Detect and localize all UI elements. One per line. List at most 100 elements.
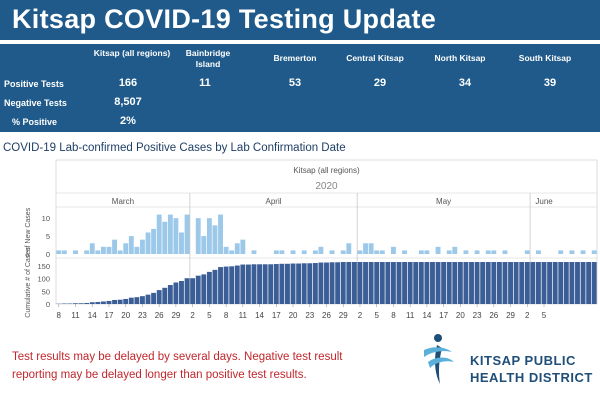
x-tick-label: 23 bbox=[138, 311, 147, 320]
bar-cumulative bbox=[251, 264, 257, 304]
x-tick-label: 26 bbox=[155, 311, 164, 320]
bar-new-cases bbox=[329, 250, 335, 254]
bar-cumulative bbox=[396, 262, 402, 304]
col-header-north: North Kitsap bbox=[434, 53, 486, 63]
bar-cumulative bbox=[279, 263, 285, 304]
bar-cumulative bbox=[212, 269, 218, 304]
bar-cumulative bbox=[385, 262, 391, 304]
bar-cumulative bbox=[535, 262, 541, 304]
x-tick-label: 8 bbox=[57, 311, 62, 320]
bar-new-cases bbox=[128, 236, 134, 254]
bar-cumulative bbox=[84, 302, 90, 304]
bar-cumulative bbox=[340, 262, 346, 304]
bar-cumulative bbox=[351, 262, 357, 304]
bar-new-cases bbox=[558, 250, 564, 254]
bar-cumulative bbox=[145, 294, 151, 304]
bar-new-cases bbox=[173, 218, 179, 254]
bar-new-cases bbox=[346, 243, 352, 254]
bar-new-cases bbox=[156, 214, 162, 254]
bar-new-cases bbox=[318, 246, 324, 254]
bar-cumulative bbox=[413, 262, 419, 304]
bar-cumulative bbox=[128, 297, 134, 304]
row-label-percent: % Positive bbox=[12, 117, 58, 127]
ytick-cumulative: 100 bbox=[37, 275, 50, 284]
row-label-positive: Positive Tests bbox=[4, 79, 64, 89]
bar-cumulative bbox=[374, 262, 380, 304]
cell-positive-bremerton: 53 bbox=[288, 77, 302, 89]
month-label-april: April bbox=[266, 197, 282, 206]
bar-new-cases bbox=[167, 214, 173, 254]
bar-cumulative bbox=[569, 262, 575, 304]
logo-line-2: HEALTH DISTRICT bbox=[470, 370, 593, 385]
bar-cumulative bbox=[301, 263, 307, 304]
x-tick-label: 17 bbox=[105, 311, 114, 320]
bar-cumulative bbox=[140, 296, 145, 304]
x-tick-label: 29 bbox=[339, 311, 348, 320]
chart-year: 2020 bbox=[315, 181, 338, 192]
x-tick-label: 14 bbox=[88, 311, 97, 320]
bar-cumulative bbox=[368, 262, 374, 304]
bar-cumulative bbox=[530, 262, 536, 304]
bar-cumulative bbox=[296, 263, 302, 304]
bar-new-cases bbox=[145, 232, 151, 254]
x-tick-label: 23 bbox=[305, 311, 314, 320]
bar-new-cases bbox=[491, 250, 497, 254]
bar-cumulative bbox=[162, 287, 168, 304]
bar-new-cases bbox=[251, 250, 257, 254]
bar-cumulative bbox=[307, 263, 313, 304]
bar-new-cases bbox=[273, 250, 279, 254]
bar-cumulative bbox=[575, 262, 580, 304]
bar-cumulative bbox=[318, 262, 324, 304]
bar-new-cases bbox=[184, 214, 190, 254]
x-tick-label: 20 bbox=[289, 311, 298, 320]
bar-cumulative bbox=[424, 262, 430, 304]
bar-cumulative bbox=[134, 297, 140, 304]
month-label-june: June bbox=[535, 197, 553, 206]
col-header-central: Central Kitsap bbox=[346, 53, 404, 63]
bar-cumulative bbox=[195, 275, 201, 304]
bar-cumulative bbox=[463, 262, 469, 304]
bar-cumulative bbox=[591, 262, 597, 304]
bar-cumulative bbox=[357, 262, 363, 304]
bar-new-cases bbox=[151, 228, 157, 254]
cell-percent-kitsap: 2% bbox=[120, 115, 136, 127]
bar-cumulative bbox=[430, 262, 435, 304]
x-tick-label: 17 bbox=[272, 311, 281, 320]
bar-new-cases bbox=[374, 250, 380, 254]
cell-negative-kitsap: 8,507 bbox=[114, 96, 142, 108]
ylabel-new-cases: # of New Cases bbox=[25, 207, 32, 257]
bar-new-cases bbox=[368, 243, 374, 254]
bar-cumulative bbox=[206, 271, 212, 304]
logo-text: KITSAP PUBLIC HEALTH DISTRICT bbox=[470, 352, 593, 386]
bar-cumulative bbox=[262, 264, 268, 304]
ytick-cumulative: 0 bbox=[46, 300, 50, 309]
bar-new-cases bbox=[234, 243, 240, 254]
bar-new-cases bbox=[117, 250, 123, 254]
bar-new-cases bbox=[195, 218, 201, 254]
bar-cumulative bbox=[73, 303, 78, 304]
bar-new-cases bbox=[524, 250, 530, 254]
bar-cumulative bbox=[452, 262, 458, 304]
col-header-south: South Kitsap bbox=[518, 53, 572, 63]
chart-title: COVID-19 Lab-confirmed Positive Cases by… bbox=[3, 142, 346, 154]
bar-cumulative bbox=[558, 262, 564, 304]
bar-new-cases bbox=[435, 246, 441, 254]
bar-cumulative bbox=[257, 264, 263, 304]
bar-cumulative bbox=[491, 262, 497, 304]
ytick-new-cases: 0 bbox=[46, 250, 50, 259]
bar-new-cases bbox=[201, 236, 207, 254]
x-tick-label: 20 bbox=[456, 311, 465, 320]
bar-new-cases bbox=[179, 232, 184, 254]
bar-new-cases bbox=[379, 250, 385, 254]
x-tick-label: 29 bbox=[506, 311, 515, 320]
bar-new-cases bbox=[363, 243, 368, 254]
bar-new-cases bbox=[223, 246, 229, 254]
col-header-bremerton: Bremerton bbox=[273, 53, 317, 63]
x-tick-label: 14 bbox=[255, 311, 264, 320]
bar-new-cases bbox=[390, 246, 396, 254]
bar-new-cases bbox=[89, 243, 95, 254]
bar-cumulative bbox=[100, 301, 106, 304]
bar-new-cases bbox=[140, 239, 145, 254]
delay-note: Test results may be delayed by several d… bbox=[12, 351, 343, 381]
